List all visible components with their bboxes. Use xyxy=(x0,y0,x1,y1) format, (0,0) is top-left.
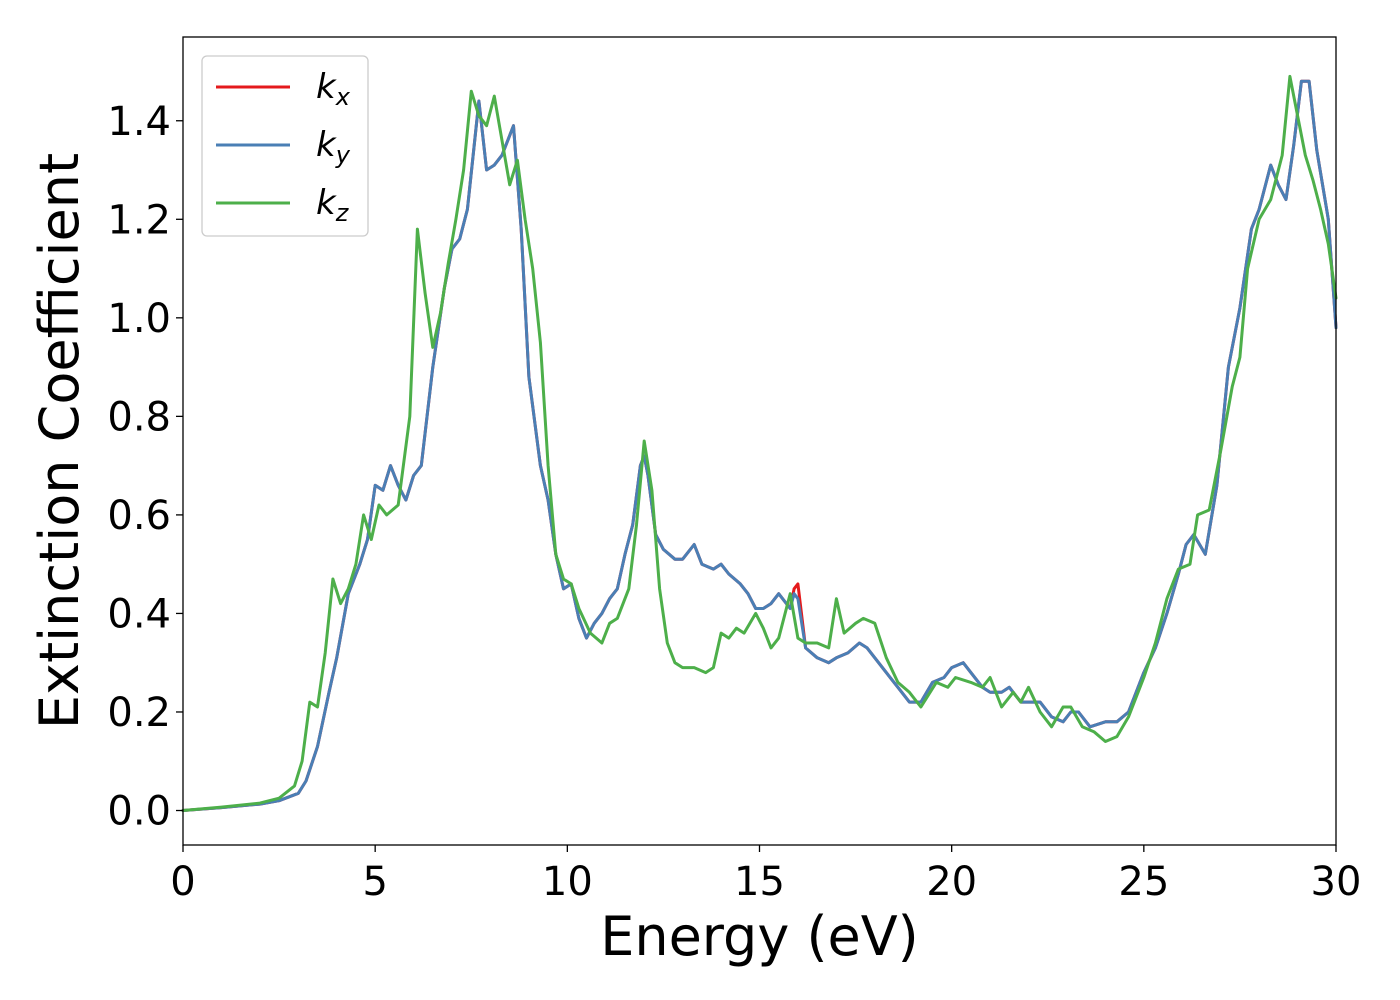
x-tick-label: 10 xyxy=(542,859,593,905)
y-tick-label: 0.6 xyxy=(107,493,171,539)
y-tick-label: 1.0 xyxy=(107,296,171,342)
x-tick-label: 0 xyxy=(170,859,195,905)
y-tick-label: 1.4 xyxy=(107,99,171,145)
y-tick-label: 1.2 xyxy=(107,197,171,243)
legend-label-kx: kx xyxy=(316,67,351,111)
x-tick-label: 15 xyxy=(734,859,785,905)
y-axis: 0.0 0.2 0.4 0.6 0.8 1.0 1.2 1.4 xyxy=(107,99,183,835)
x-tick-label: 30 xyxy=(1311,859,1362,905)
y-tick-label: 0.8 xyxy=(107,394,171,440)
x-tick-label: 5 xyxy=(362,859,387,905)
legend-label-kz: kz xyxy=(316,183,350,227)
x-tick-label: 25 xyxy=(1118,859,1169,905)
y-tick-label: 0.0 xyxy=(107,789,171,835)
legend-label-ky: ky xyxy=(316,125,351,169)
y-tick-label: 0.4 xyxy=(107,591,171,637)
x-tick-label: 20 xyxy=(926,859,977,905)
series-line-kz xyxy=(181,74,1338,812)
y-tick-label: 0.2 xyxy=(107,690,171,736)
x-axis: 0 5 10 15 20 25 30 xyxy=(170,845,1361,905)
x-axis-label: Energy (eV) xyxy=(600,905,919,968)
legend: kx ky kz xyxy=(201,55,369,237)
y-axis-label: Extinction Coefficient xyxy=(28,153,91,729)
series-layer xyxy=(181,74,1338,812)
